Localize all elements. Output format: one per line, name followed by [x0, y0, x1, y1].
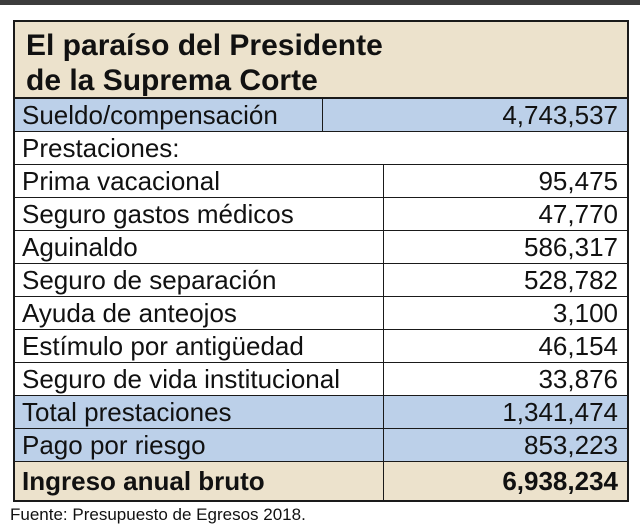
row-total-prestaciones: Total prestaciones 1,341,474	[15, 396, 627, 429]
row-prestaciones-header: Prestaciones:	[15, 132, 627, 165]
row-label: Aguinaldo	[22, 232, 138, 262]
row-value: 95,475	[538, 166, 618, 196]
row-value: 33,876	[538, 364, 618, 394]
row-label: Ingreso anual bruto	[22, 466, 265, 496]
column-divider	[383, 231, 384, 263]
row-ingreso-anual: Ingreso anual bruto 6,938,234	[15, 462, 627, 500]
row-value: 853,223	[524, 430, 618, 460]
table-title: El paraíso del Presidente de la Suprema …	[15, 22, 627, 99]
title-line-2: de la Suprema Corte	[26, 64, 318, 97]
table-row: Prima vacacional 95,475	[15, 165, 627, 198]
table-row: Seguro gastos médicos 47,770	[15, 198, 627, 231]
table-row: Seguro de vida institucional 33,876	[15, 363, 627, 396]
row-label: Pago por riesgo	[22, 430, 206, 460]
source-note: Fuente: Presupuesto de Egresos 2018.	[10, 505, 306, 524]
column-divider	[383, 198, 384, 230]
column-divider	[383, 462, 384, 500]
column-divider	[383, 330, 384, 362]
salary-table: El paraíso del Presidente de la Suprema …	[13, 20, 629, 502]
table-row: Estímulo por antigüedad 46,154	[15, 330, 627, 363]
row-label: Estímulo por antigüedad	[22, 331, 304, 361]
column-divider	[383, 363, 384, 395]
row-value: 3,100	[552, 298, 618, 328]
table-row: Ayuda de anteojos 3,100	[15, 297, 627, 330]
column-divider	[322, 99, 323, 131]
row-value: 528,782	[524, 265, 618, 295]
row-value: 47,770	[538, 199, 618, 229]
row-value: 4,743,537	[502, 100, 618, 130]
row-pago-riesgo: Pago por riesgo 853,223	[15, 429, 627, 462]
row-label: Total prestaciones	[22, 397, 232, 427]
row-value: 586,317	[524, 232, 618, 262]
title-line-1: El paraíso del Presidente	[26, 29, 383, 62]
column-divider	[383, 264, 384, 296]
row-value: 46,154	[538, 331, 618, 361]
row-value: 6,938,234	[502, 466, 618, 496]
row-sueldo: Sueldo/compensación 4,743,537	[15, 99, 627, 132]
table-row: Aguinaldo 586,317	[15, 231, 627, 264]
column-divider	[383, 165, 384, 197]
row-value: 1,341,474	[502, 397, 618, 427]
top-band	[0, 0, 640, 5]
column-divider	[383, 396, 384, 428]
row-label: Seguro de separación	[22, 265, 277, 295]
row-label: Seguro de vida institucional	[22, 364, 340, 394]
section-label: Prestaciones:	[22, 133, 180, 163]
row-label: Prima vacacional	[22, 166, 220, 196]
column-divider	[383, 297, 384, 329]
row-label: Seguro gastos médicos	[22, 199, 294, 229]
row-label: Ayuda de anteojos	[22, 298, 237, 328]
row-label: Sueldo/compensación	[22, 100, 278, 130]
table-row: Seguro de separación 528,782	[15, 264, 627, 297]
column-divider	[383, 429, 384, 461]
